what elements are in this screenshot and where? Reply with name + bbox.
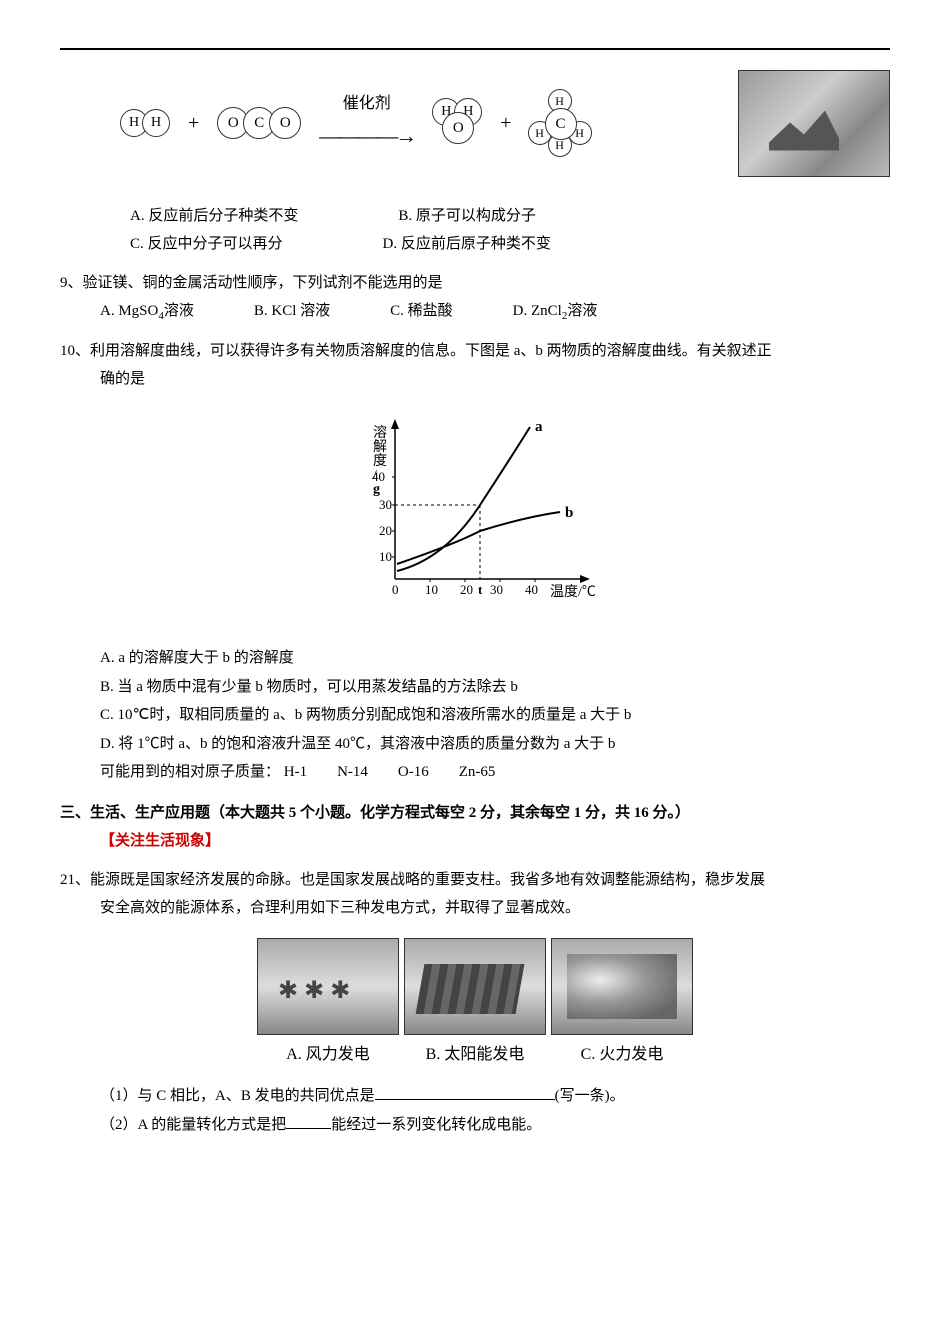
section3-subtitle: 【关注生活现象】 (60, 827, 890, 856)
reaction-arrow: 催化剂 ————→ (319, 89, 414, 156)
q10-options: A. a 的溶解度大于 b 的溶解度 B. 当 a 物质中混有少量 b 物质时，… (60, 644, 890, 787)
svg-text:g: g (373, 482, 380, 497)
q10-stem-line1: 10、利用溶解度曲线，可以获得许多有关物质溶解度的信息。下图是 a、b 两物质的… (60, 337, 890, 366)
q9-stem: 9、验证镁、铜的金属活动性顺序，下列试剂不能选用的是 (60, 269, 890, 298)
top-rule (60, 48, 890, 50)
photo-illustration (738, 70, 890, 177)
svg-text:30: 30 (379, 497, 392, 512)
svg-text:20: 20 (379, 523, 392, 538)
q9-option-d: D. ZnCl2溶液 (513, 297, 598, 327)
q10-option-b: B. 当 a 物质中混有少量 b 物质时，可以用蒸发结晶的方法除去 b (100, 673, 890, 702)
molecule-h2: H H (120, 109, 170, 137)
molecule-co2: O C O (217, 107, 301, 139)
option-b: B. 原子可以构成分子 (398, 202, 536, 231)
svg-text:度: 度 (373, 453, 387, 469)
chart-svg: 溶 解 度 / g 40 30 20 10 0 10 20 t 30 40 (335, 409, 615, 619)
svg-text:溶: 溶 (373, 425, 387, 441)
svg-text:0: 0 (392, 582, 399, 597)
q9: 9、验证镁、铜的金属活动性顺序，下列试剂不能选用的是 A. MgSO4溶液 B.… (60, 269, 890, 327)
option-d: D. 反应前后原子种类不变 (383, 230, 551, 259)
section3-title: 三、生活、生产应用题（本大题共 5 个小题。化学方程式每空 2 分，其余每空 1… (60, 799, 890, 828)
svg-text:解: 解 (373, 439, 387, 455)
q21-stem-line1: 21、能源既是国家经济发展的命脉。也是国家发展战略的重要支柱。我省多地有效调整能… (60, 866, 890, 895)
q9-option-a: A. MgSO4溶液 (100, 297, 194, 327)
image-thermal-power (551, 938, 693, 1035)
q10: 10、利用溶解度曲线，可以获得许多有关物质溶解度的信息。下图是 a、b 两物质的… (60, 337, 890, 787)
reaction-row: H H + O C O 催化剂 ————→ H H O + H H H H C (60, 70, 890, 177)
svg-text:a: a (535, 419, 543, 435)
q9-options: A. MgSO4溶液 B. KCl 溶液 C. 稀盐酸 D. ZnCl2溶液 (60, 297, 890, 327)
q10-option-d: D. 将 1℃时 a、b 的饱和溶液升温至 40℃，其溶液中溶质的质量分数为 a… (100, 730, 890, 759)
captions-row: A. 风力发电 B. 太阳能发电 C. 火力发电 (60, 1040, 890, 1070)
svg-text:40: 40 (372, 469, 385, 484)
q21-stem-line2: 安全高效的能源体系，合理利用如下三种发电方式，并取得了显著成效。 (60, 894, 890, 923)
q10-option-a: A. a 的溶解度大于 b 的溶解度 (100, 644, 890, 673)
caption-b: B. 太阳能发电 (404, 1040, 546, 1070)
plus-sign: + (188, 104, 199, 142)
power-images-row (60, 938, 890, 1035)
blank-1[interactable] (375, 1084, 555, 1100)
q21-sub2: （2）A 的能量转化方式是把能经过一系列变化转化成电能。 (60, 1111, 890, 1140)
svg-text:10: 10 (379, 549, 392, 564)
q21: 21、能源既是国家经济发展的命脉。也是国家发展战略的重要支柱。我省多地有效调整能… (60, 866, 890, 1139)
arrow-line: ————→ (319, 115, 414, 157)
plus-sign: + (500, 104, 511, 142)
molecule-ch4: H H H H C (530, 93, 590, 153)
option-c: C. 反应中分子可以再分 (130, 230, 283, 259)
molecule-h2o: H H O (432, 98, 482, 148)
blank-2[interactable] (286, 1113, 331, 1129)
option-a: A. 反应前后分子种类不变 (130, 202, 298, 231)
svg-text:40: 40 (525, 582, 538, 597)
q9-option-b: B. KCl 溶液 (254, 297, 330, 327)
q10-option-c: C. 10℃时，取相同质量的 a、b 两物质分别配成饱和溶液所需水的质量是 a … (100, 701, 890, 730)
caption-c: C. 火力发电 (551, 1040, 693, 1070)
svg-text:10: 10 (425, 582, 438, 597)
atom-c: C (545, 108, 577, 140)
svg-text:t: t (478, 582, 483, 597)
reaction-diagram: H H + O C O 催化剂 ————→ H H O + H H H H C (120, 89, 590, 156)
svg-text:20: 20 (460, 582, 473, 597)
q10-stem-line2: 确的是 (60, 365, 890, 394)
atom-o: O (269, 107, 301, 139)
image-wind-power (257, 938, 399, 1035)
svg-text:b: b (565, 505, 573, 521)
q9-option-c: C. 稀盐酸 (390, 297, 453, 327)
atom-o: O (442, 112, 474, 144)
caption-a: A. 风力发电 (257, 1040, 399, 1070)
solubility-chart: 溶 解 度 / g 40 30 20 10 0 10 20 t 30 40 (60, 409, 890, 630)
atom-h: H (142, 109, 170, 137)
svg-text:30: 30 (490, 582, 503, 597)
q8-options: A. 反应前后分子种类不变 B. 原子可以构成分子 C. 反应中分子可以再分 D… (60, 202, 890, 259)
image-solar-power (404, 938, 546, 1035)
svg-text:温度/℃: 温度/℃ (550, 584, 596, 600)
atomic-masses: 可能用到的相对原子质量： H-1 N-14 O-16 Zn-65 (100, 758, 890, 787)
q21-sub1: （1）与 C 相比，A、B 发电的共同优点是(写一条)。 (60, 1082, 890, 1111)
